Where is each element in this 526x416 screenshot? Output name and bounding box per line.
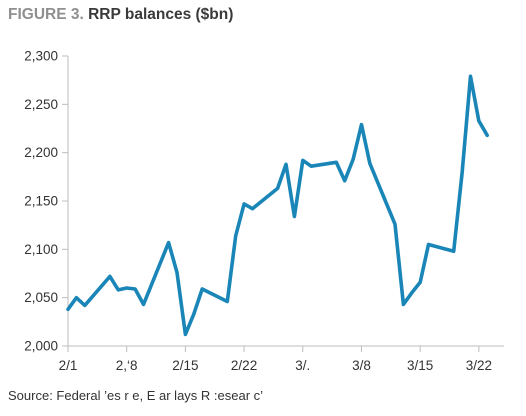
x-tick-label: 2/1 — [59, 358, 78, 373]
y-tick-label: 2,050 — [24, 290, 58, 305]
data-point — [234, 234, 237, 237]
data-point — [368, 162, 371, 165]
data-point — [242, 202, 245, 205]
data-point — [192, 313, 195, 316]
data-point — [284, 163, 287, 166]
data-point — [133, 287, 136, 290]
data-point — [393, 223, 396, 226]
data-point — [175, 271, 178, 274]
data-point — [201, 287, 204, 290]
data-point — [142, 303, 145, 306]
data-point — [83, 304, 86, 307]
y-tick-label: 2,150 — [24, 194, 58, 209]
data-point — [117, 288, 120, 291]
y-tick-label: 2,200 — [24, 145, 58, 160]
chart-title-text: RRP balances ($bn) — [88, 6, 234, 23]
data-point — [351, 158, 354, 161]
data-point — [343, 179, 346, 182]
x-tick-label: 2/15 — [172, 358, 198, 373]
data-point — [226, 300, 229, 303]
data-point — [310, 165, 313, 168]
series-line — [66, 74, 490, 337]
x-tick-label: 3/. — [295, 358, 310, 373]
x-tick-label: 3/15 — [407, 358, 433, 373]
data-point — [251, 207, 254, 210]
data-point — [276, 187, 279, 190]
y-tick-label: 2,100 — [24, 242, 58, 257]
figure-label: FIGURE 3. — [8, 6, 84, 23]
chart-title: FIGURE 3. RRP balances ($bn) — [8, 6, 233, 24]
data-point — [477, 119, 480, 122]
x-tick-label: 2,‘8 — [116, 358, 138, 373]
data-point — [335, 161, 338, 164]
data-point — [108, 275, 111, 278]
chart-area: 2,000 2,050 2,100 2,150 2,200 2,250 2,300 2/1 2,… — [24, 49, 504, 373]
y-tick-label: 2,250 — [24, 97, 58, 112]
data-point — [66, 308, 69, 311]
data-point — [167, 241, 170, 244]
data-point — [460, 171, 463, 174]
x-tick-label: 3/22 — [466, 358, 492, 373]
y-tick-label: 2,000 — [24, 339, 58, 354]
data-point — [419, 281, 422, 284]
data-point — [301, 159, 304, 162]
data-point — [452, 250, 455, 253]
data-point — [469, 75, 472, 78]
data-point — [184, 333, 187, 336]
data-point — [486, 134, 489, 137]
data-point — [293, 215, 296, 218]
data-point — [410, 291, 413, 294]
data-point — [402, 303, 405, 306]
y-tick-label: 2,300 — [24, 49, 58, 64]
x-tick-label: 2/22 — [231, 358, 257, 373]
data-point — [75, 296, 78, 299]
data-point — [125, 286, 128, 289]
x-tick-label: 3/8 — [352, 358, 371, 373]
data-point — [360, 123, 363, 126]
data-point — [427, 243, 430, 246]
source-note: Source: Federal ’es r e, E ar lays R :es… — [8, 388, 264, 403]
